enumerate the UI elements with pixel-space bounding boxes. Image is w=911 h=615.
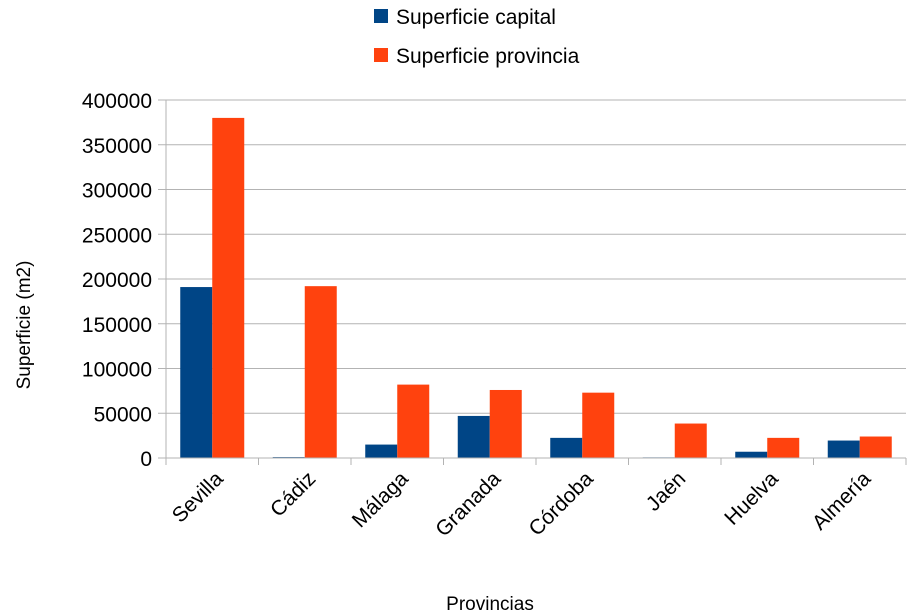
x-tick-labels: Sevilla Cádiz Málaga Granada Córdoba Jaén Huel… <box>168 467 876 541</box>
x-tick-label: Jaén <box>642 467 690 515</box>
x-tick-label: Málaga <box>348 467 413 532</box>
y-tick-label: 300000 <box>82 180 152 203</box>
x-tick-label: Córdoba <box>525 467 598 540</box>
y-tick-label: 350000 <box>82 135 152 158</box>
x-axis-title: Provincias <box>446 594 534 615</box>
bar-capital-4 <box>550 437 583 458</box>
bar-capital-2 <box>365 444 398 458</box>
x-tick-label: Sevilla <box>168 467 228 527</box>
y-tick-label: 400000 <box>82 90 152 113</box>
y-tick-label: 250000 <box>82 224 152 247</box>
bar-provincia-0 <box>212 117 245 459</box>
bar-capital-3 <box>457 415 490 458</box>
bar-provincia-7 <box>859 436 892 458</box>
axes <box>165 100 907 465</box>
x-tick-label: Granada <box>431 467 505 541</box>
bar-capital-7 <box>827 440 860 458</box>
bar-capital-6 <box>735 451 768 458</box>
y-tick-label: 100000 <box>82 359 152 382</box>
bar-provincia-3 <box>489 389 522 458</box>
legend-label-capital: Superficie capital <box>396 6 556 29</box>
x-tick-label: Almería <box>808 467 876 535</box>
legend-label-provincia: Superficie provincia <box>396 45 580 68</box>
bar-capital-0 <box>180 287 213 458</box>
y-tick-labels: 0 50000 100000 150000 200000 250000 300000 3500… <box>82 90 152 471</box>
y-tick-label: 0 <box>140 448 152 471</box>
legend-swatch-provincia <box>374 48 388 62</box>
y-tick-label: 50000 <box>94 403 152 426</box>
bar-provincia-4 <box>582 392 615 458</box>
y-axis-title: Superficie (m2) <box>14 261 35 390</box>
bars <box>180 117 892 459</box>
legend-swatch-capital <box>374 9 388 23</box>
bar-provincia-2 <box>397 384 430 458</box>
bar-provincia-6 <box>767 437 800 458</box>
y-tick-label: 200000 <box>82 269 152 292</box>
x-tick-label: Cádiz <box>266 467 320 521</box>
chart-legend: Superficie capital Superficie provincia <box>374 6 580 68</box>
y-tick-label: 150000 <box>82 314 152 337</box>
bar-provincia-1 <box>304 286 337 458</box>
bar-provincia-5 <box>674 423 707 458</box>
grid-lines <box>158 99 906 459</box>
x-tick-label: Huelva <box>720 467 783 530</box>
